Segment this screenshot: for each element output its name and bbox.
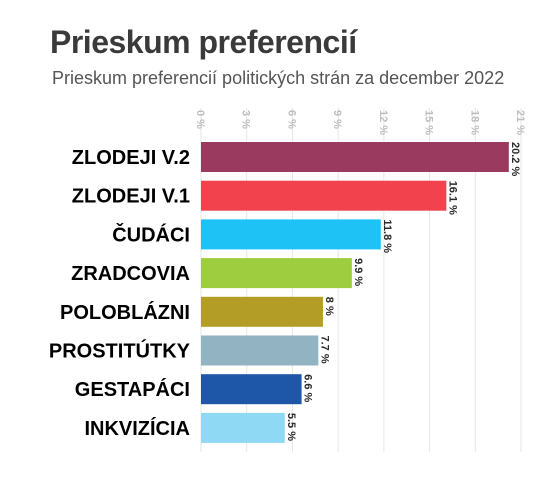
chart-subtitle: Prieskum preferencií politických strán z… — [52, 68, 505, 88]
bar — [201, 258, 352, 289]
category-label: ZRADCOVIA — [71, 263, 190, 285]
chart-title: Prieskum preferencií — [50, 24, 357, 60]
category-label: INKVIZÍCIA — [84, 417, 190, 440]
value-label: 8 % — [323, 297, 335, 316]
bar — [201, 374, 302, 405]
tick-label: 18 % — [468, 110, 480, 135]
value-label: 9.9 % — [352, 258, 364, 286]
category-label: POLOBLÁZNI — [60, 301, 190, 324]
value-label: 11.8 % — [381, 219, 393, 253]
bar — [201, 296, 323, 327]
tick-label: 15 % — [423, 110, 435, 135]
category-label: ZLODEJI V.2 — [72, 147, 190, 169]
bar — [201, 219, 381, 250]
value-label: 6.6 % — [302, 374, 314, 402]
bar — [201, 180, 447, 211]
category-label: PROSTITÚTKY — [49, 339, 191, 363]
value-label: 16.1 % — [446, 181, 458, 215]
value-labels: 20.2 % 16.1 % 11.8 % 9.9 % 8 % 7.7 % 6.6 % 5.5 … — [285, 142, 521, 441]
tick-label: 12 % — [377, 110, 389, 135]
axis-ticks: 0 % 3 % 6 % 9 % 12 % 15 % 18 % 21 % — [194, 110, 526, 135]
category-label: GESTAPÁCI — [75, 378, 190, 401]
bar — [201, 412, 285, 443]
bars — [201, 142, 509, 443]
category-label: ČUDÁCI — [112, 222, 190, 246]
value-label: 5.5 % — [285, 413, 297, 441]
tick-label: 21 % — [514, 110, 526, 135]
value-label: 7.7 % — [318, 336, 330, 364]
tick-label: 0 % — [194, 110, 206, 129]
value-label: 20.2 % — [509, 142, 521, 176]
tick-label: 6 % — [285, 110, 297, 129]
tick-label: 3 % — [240, 110, 252, 129]
category-labels: ZLODEJI V.2 ZLODEJI V.1 ČUDÁCI ZRADCOVIA POL… — [49, 147, 191, 440]
category-label: ZLODEJI V.1 — [72, 186, 190, 208]
tick-label: 9 % — [331, 110, 343, 129]
bar — [201, 142, 509, 172]
bar — [201, 335, 319, 366]
